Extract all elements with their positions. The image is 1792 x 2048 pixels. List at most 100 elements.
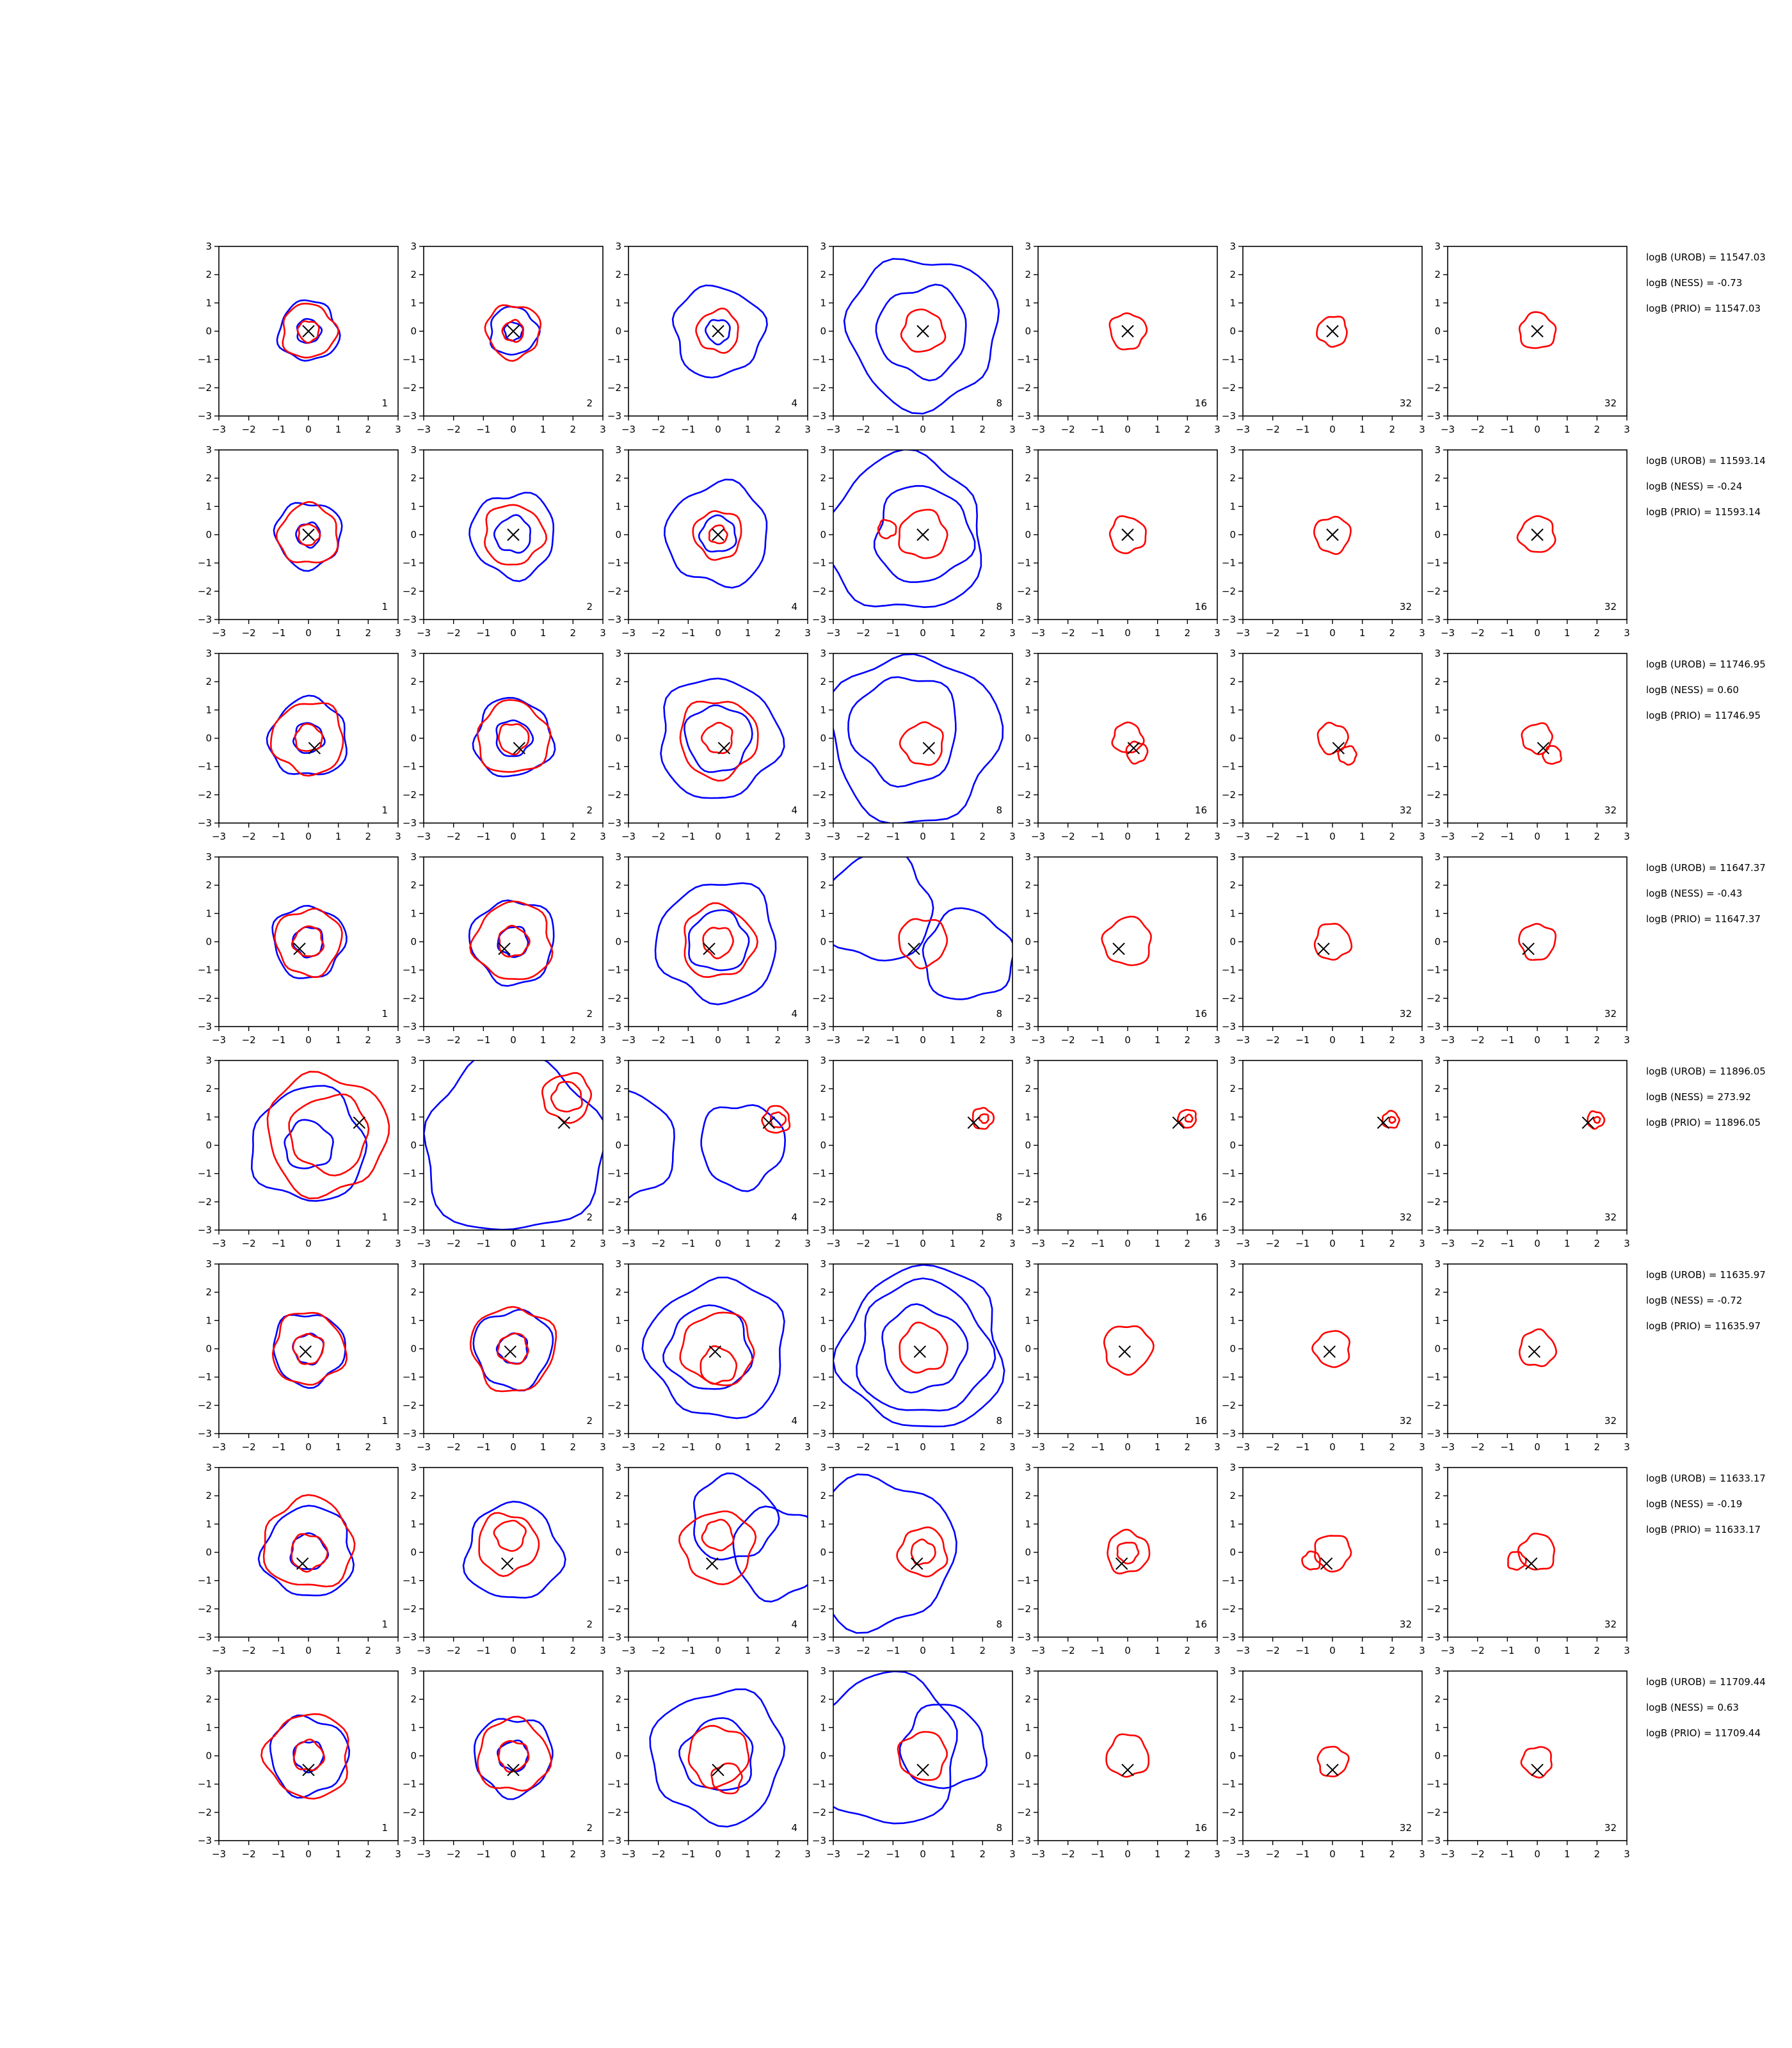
blue-contour bbox=[503, 321, 524, 342]
x-tick-label: 2 bbox=[1594, 1645, 1601, 1656]
y-tick-label: 0 bbox=[1434, 1750, 1441, 1762]
row-annotation: logB (UROB) = 11709.44 bbox=[1646, 1676, 1766, 1688]
panel: −3−3 −2 −2 −1 −1 0 0 1 1 2 2 3 3 16 bbox=[1017, 1462, 1220, 1656]
y-tick-label: −3 bbox=[1222, 614, 1236, 625]
y-tick-label: −1 bbox=[1222, 354, 1236, 365]
x-tick-label: −3 bbox=[417, 627, 431, 639]
x-tick-label: −2 bbox=[447, 1848, 461, 1860]
y-tick-label: −3 bbox=[198, 1428, 212, 1439]
y-tick-label: −2 bbox=[1427, 1603, 1441, 1615]
y-tick-label: 0 bbox=[205, 1750, 212, 1762]
x-tick-label: 0 bbox=[715, 1848, 721, 1860]
y-tick-label: −3 bbox=[1427, 1631, 1441, 1643]
panel: −3−3 −2 −2 −1 −1 0 0 1 1 2 2 3 3 32 bbox=[1222, 1462, 1425, 1656]
y-tick-label: 1 bbox=[1434, 1518, 1441, 1530]
y-tick-label: −1 bbox=[1427, 761, 1441, 772]
x-tick-label: 0 bbox=[510, 831, 516, 842]
axes-frame bbox=[423, 1467, 604, 1638]
x-tick-label: 2 bbox=[775, 1441, 781, 1453]
x-tick-label: −1 bbox=[886, 1441, 900, 1453]
x-tick-label: −3 bbox=[1236, 1848, 1250, 1860]
red-contour bbox=[497, 1740, 530, 1773]
blue-contour bbox=[698, 514, 737, 553]
y-tick-label: 1 bbox=[820, 1518, 826, 1530]
y-tick-label: −3 bbox=[812, 1224, 826, 1236]
red-contour bbox=[695, 307, 739, 354]
x-tick-label: 3 bbox=[804, 1034, 811, 1046]
y-tick-label: 1 bbox=[820, 297, 826, 308]
y-tick-label: 3 bbox=[820, 1258, 826, 1270]
panel-label: 32 bbox=[1400, 601, 1412, 612]
y-tick-label: −2 bbox=[812, 993, 826, 1004]
x-tick-label: 3 bbox=[804, 1238, 811, 1249]
x-tick-label: 1 bbox=[335, 627, 342, 639]
x-tick-label: 1 bbox=[540, 1238, 547, 1249]
contour-group bbox=[1105, 1733, 1150, 1778]
x-tick-label: −3 bbox=[212, 1848, 226, 1860]
x-tick-label: 2 bbox=[1389, 1441, 1396, 1453]
red-contour bbox=[1337, 745, 1357, 766]
x-tick-label: 1 bbox=[1155, 1645, 1161, 1656]
axes-frame bbox=[1037, 1670, 1218, 1841]
x-tick-label: −3 bbox=[1031, 1441, 1045, 1453]
x-tick-label: 2 bbox=[980, 424, 986, 435]
axes-frame bbox=[1447, 1670, 1628, 1841]
x-tick-label: 0 bbox=[1329, 1238, 1336, 1249]
y-tick-label: −2 bbox=[1427, 382, 1441, 394]
red-contour bbox=[298, 523, 321, 547]
y-tick-label: −3 bbox=[403, 1021, 417, 1032]
x-tick-label: −3 bbox=[1031, 1848, 1045, 1860]
y-tick-label: 1 bbox=[205, 1315, 212, 1326]
panel: −3−3 −2 −2 −1 −1 0 0 1 1 2 2 3 3 8 bbox=[812, 648, 1016, 842]
y-tick-label: −2 bbox=[607, 1603, 621, 1615]
y-tick-label: −2 bbox=[198, 1400, 212, 1411]
axes-frame bbox=[1037, 653, 1218, 824]
y-tick-label: −2 bbox=[1427, 1196, 1441, 1208]
figure-row: −3−3−2−2−1−1001122331−3−3−2−2−1−10011223… bbox=[198, 444, 1766, 639]
y-tick-label: −1 bbox=[607, 1575, 621, 1587]
x-tick-label: −2 bbox=[447, 1238, 461, 1249]
y-tick-label: 3 bbox=[410, 648, 417, 659]
y-tick-label: 3 bbox=[1229, 851, 1236, 863]
blue-contour bbox=[687, 909, 750, 972]
y-tick-label: 2 bbox=[820, 1083, 826, 1094]
y-tick-label: −1 bbox=[1017, 354, 1031, 365]
y-tick-label: −3 bbox=[1222, 1631, 1236, 1643]
y-tick-label: −1 bbox=[607, 354, 621, 365]
y-tick-label: −2 bbox=[607, 1196, 621, 1208]
x-tick-label: −3 bbox=[1236, 424, 1250, 435]
panel: −3−3 −2 −2 −1 −1 0 0 1 1 2 2 3 3 32 bbox=[1222, 851, 1425, 1046]
x-tick-label: 0 bbox=[1534, 1238, 1540, 1249]
y-tick-label: −2 bbox=[812, 1196, 826, 1208]
panel: −3−3 −2 −2 −1 −1 0 0 1 1 2 2 3 3 1 bbox=[198, 444, 401, 639]
contour-group bbox=[484, 304, 542, 362]
blue-contour bbox=[462, 1500, 566, 1599]
x-tick-label: 2 bbox=[570, 1645, 577, 1656]
contour-group bbox=[833, 1473, 957, 1634]
x-tick-label: 1 bbox=[1155, 1238, 1161, 1249]
x-tick-label: −1 bbox=[681, 627, 695, 639]
x-tick-label: 0 bbox=[1534, 831, 1540, 842]
panel-label: 8 bbox=[996, 1822, 1002, 1834]
x-tick-label: −3 bbox=[1441, 627, 1455, 639]
panel: −3−3 −2 −2 −1 −1 0 0 1 1 2 2 3 3 2 bbox=[403, 851, 606, 1046]
x-tick-label: 2 bbox=[1185, 627, 1191, 639]
blue-contour bbox=[732, 1505, 808, 1603]
x-tick-label: 3 bbox=[1419, 1441, 1425, 1453]
y-tick-label: −2 bbox=[403, 1603, 417, 1615]
panel: −3−3 −2 −2 −1 −1 0 0 1 1 2 2 3 3 1 bbox=[198, 1665, 401, 1860]
y-tick-label: 1 bbox=[1229, 1722, 1236, 1733]
x-tick-label: 1 bbox=[540, 627, 547, 639]
x-tick-label: 3 bbox=[1624, 1238, 1630, 1249]
x-tick-label: 3 bbox=[1214, 424, 1220, 435]
axes-frame bbox=[1242, 1670, 1423, 1841]
y-tick-label: −3 bbox=[1017, 614, 1031, 625]
y-tick-label: 3 bbox=[205, 648, 212, 659]
x-tick-label: 0 bbox=[305, 1645, 312, 1656]
x-tick-label: −3 bbox=[621, 1645, 636, 1656]
y-tick-label: 3 bbox=[410, 1258, 417, 1270]
y-tick-label: −2 bbox=[403, 1400, 417, 1411]
x-tick-label: −2 bbox=[1266, 1645, 1280, 1656]
y-tick-label: −1 bbox=[1017, 1168, 1031, 1180]
red-contour bbox=[1125, 740, 1149, 765]
